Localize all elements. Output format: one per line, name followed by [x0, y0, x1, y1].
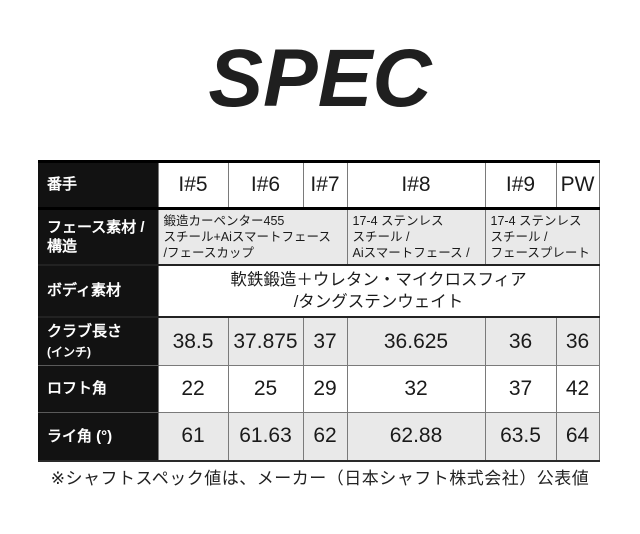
loft-angle-i7: 29 [302, 365, 348, 413]
body-material-all-clubs: 軟鉄鍛造＋ウレタン・マイクロスフィア /タングステンウェイト [157, 264, 600, 318]
face-material-i9-pw: 17-4 ステンレス スチール / フェースプレート [484, 208, 600, 266]
club-length-i7: 37 [302, 316, 348, 366]
club-length-unit: (インチ) [47, 344, 91, 359]
table-row-club-number: 番手 I#5 I#6 I#7 I#8 I#9 PW [38, 161, 600, 210]
loft-angle-i8: 32 [346, 365, 486, 413]
spec-table: 番手 I#5 I#6 I#7 I#8 I#9 PW フェース素材 / 構造 鍛造… [38, 160, 600, 462]
loft-angle-i6: 25 [227, 365, 304, 413]
table-row-club-length: クラブ長さ (インチ) 38.5 37.875 37 36.625 36 36 [38, 316, 600, 366]
row-label-face-material: フェース素材 / 構造 [38, 208, 158, 266]
table-row-loft-angle: ロフト角 22 25 29 32 37 42 [38, 365, 600, 413]
club-length-pw: 36 [555, 316, 600, 366]
face-material-i8: 17-4 ステンレス スチール / Aiスマートフェース / [346, 208, 486, 266]
table-row-lie-angle: ライ角 (°) 61 61.63 62 62.88 63.5 64 [38, 412, 600, 461]
row-label-club-length: クラブ長さ (インチ) [38, 317, 158, 366]
row-label-lie-angle: ライ角 (°) [38, 412, 158, 461]
table-row-face-material: フェース素材 / 構造 鍛造カーペンター455 スチール+Aiスマートフェース … [38, 208, 600, 266]
lie-angle-i9: 63.5 [484, 412, 557, 461]
loft-angle-pw: 42 [555, 365, 600, 413]
column-header-i9: I#9 [484, 161, 557, 210]
column-header-i7: I#7 [302, 161, 348, 210]
lie-angle-i7: 62 [302, 412, 348, 461]
row-label-loft-angle: ロフト角 [38, 365, 158, 413]
column-header-i8: I#8 [346, 161, 486, 210]
club-length-label: クラブ長さ [47, 323, 123, 340]
club-length-i9: 36 [484, 316, 557, 366]
column-header-i6: I#6 [227, 161, 304, 210]
lie-angle-i6: 61.63 [227, 412, 304, 461]
column-header-i5: I#5 [157, 161, 229, 210]
club-length-i5: 38.5 [157, 316, 229, 366]
row-label-club-number: 番手 [38, 161, 158, 210]
column-header-pw: PW [555, 161, 600, 210]
page-title: SPEC [208, 33, 432, 124]
lie-angle-pw: 64 [555, 412, 600, 461]
loft-angle-i9: 37 [484, 365, 557, 413]
lie-angle-i5: 61 [157, 412, 229, 461]
table-row-body-material: ボディ素材 軟鉄鍛造＋ウレタン・マイクロスフィア /タングステンウェイト [38, 264, 600, 318]
shaft-spec-footnote: ※シャフトスペック値は、メーカー（日本シャフト株式会社）公表値 [50, 469, 590, 488]
lie-angle-i8: 62.88 [346, 412, 486, 461]
club-length-i8: 36.625 [346, 316, 486, 366]
club-length-i6: 37.875 [227, 316, 304, 366]
loft-angle-i5: 22 [157, 365, 229, 413]
face-material-i5-i7: 鍛造カーペンター455 スチール+Aiスマートフェース /フェースカップ [157, 208, 348, 266]
row-label-body-material: ボディ素材 [38, 265, 158, 318]
